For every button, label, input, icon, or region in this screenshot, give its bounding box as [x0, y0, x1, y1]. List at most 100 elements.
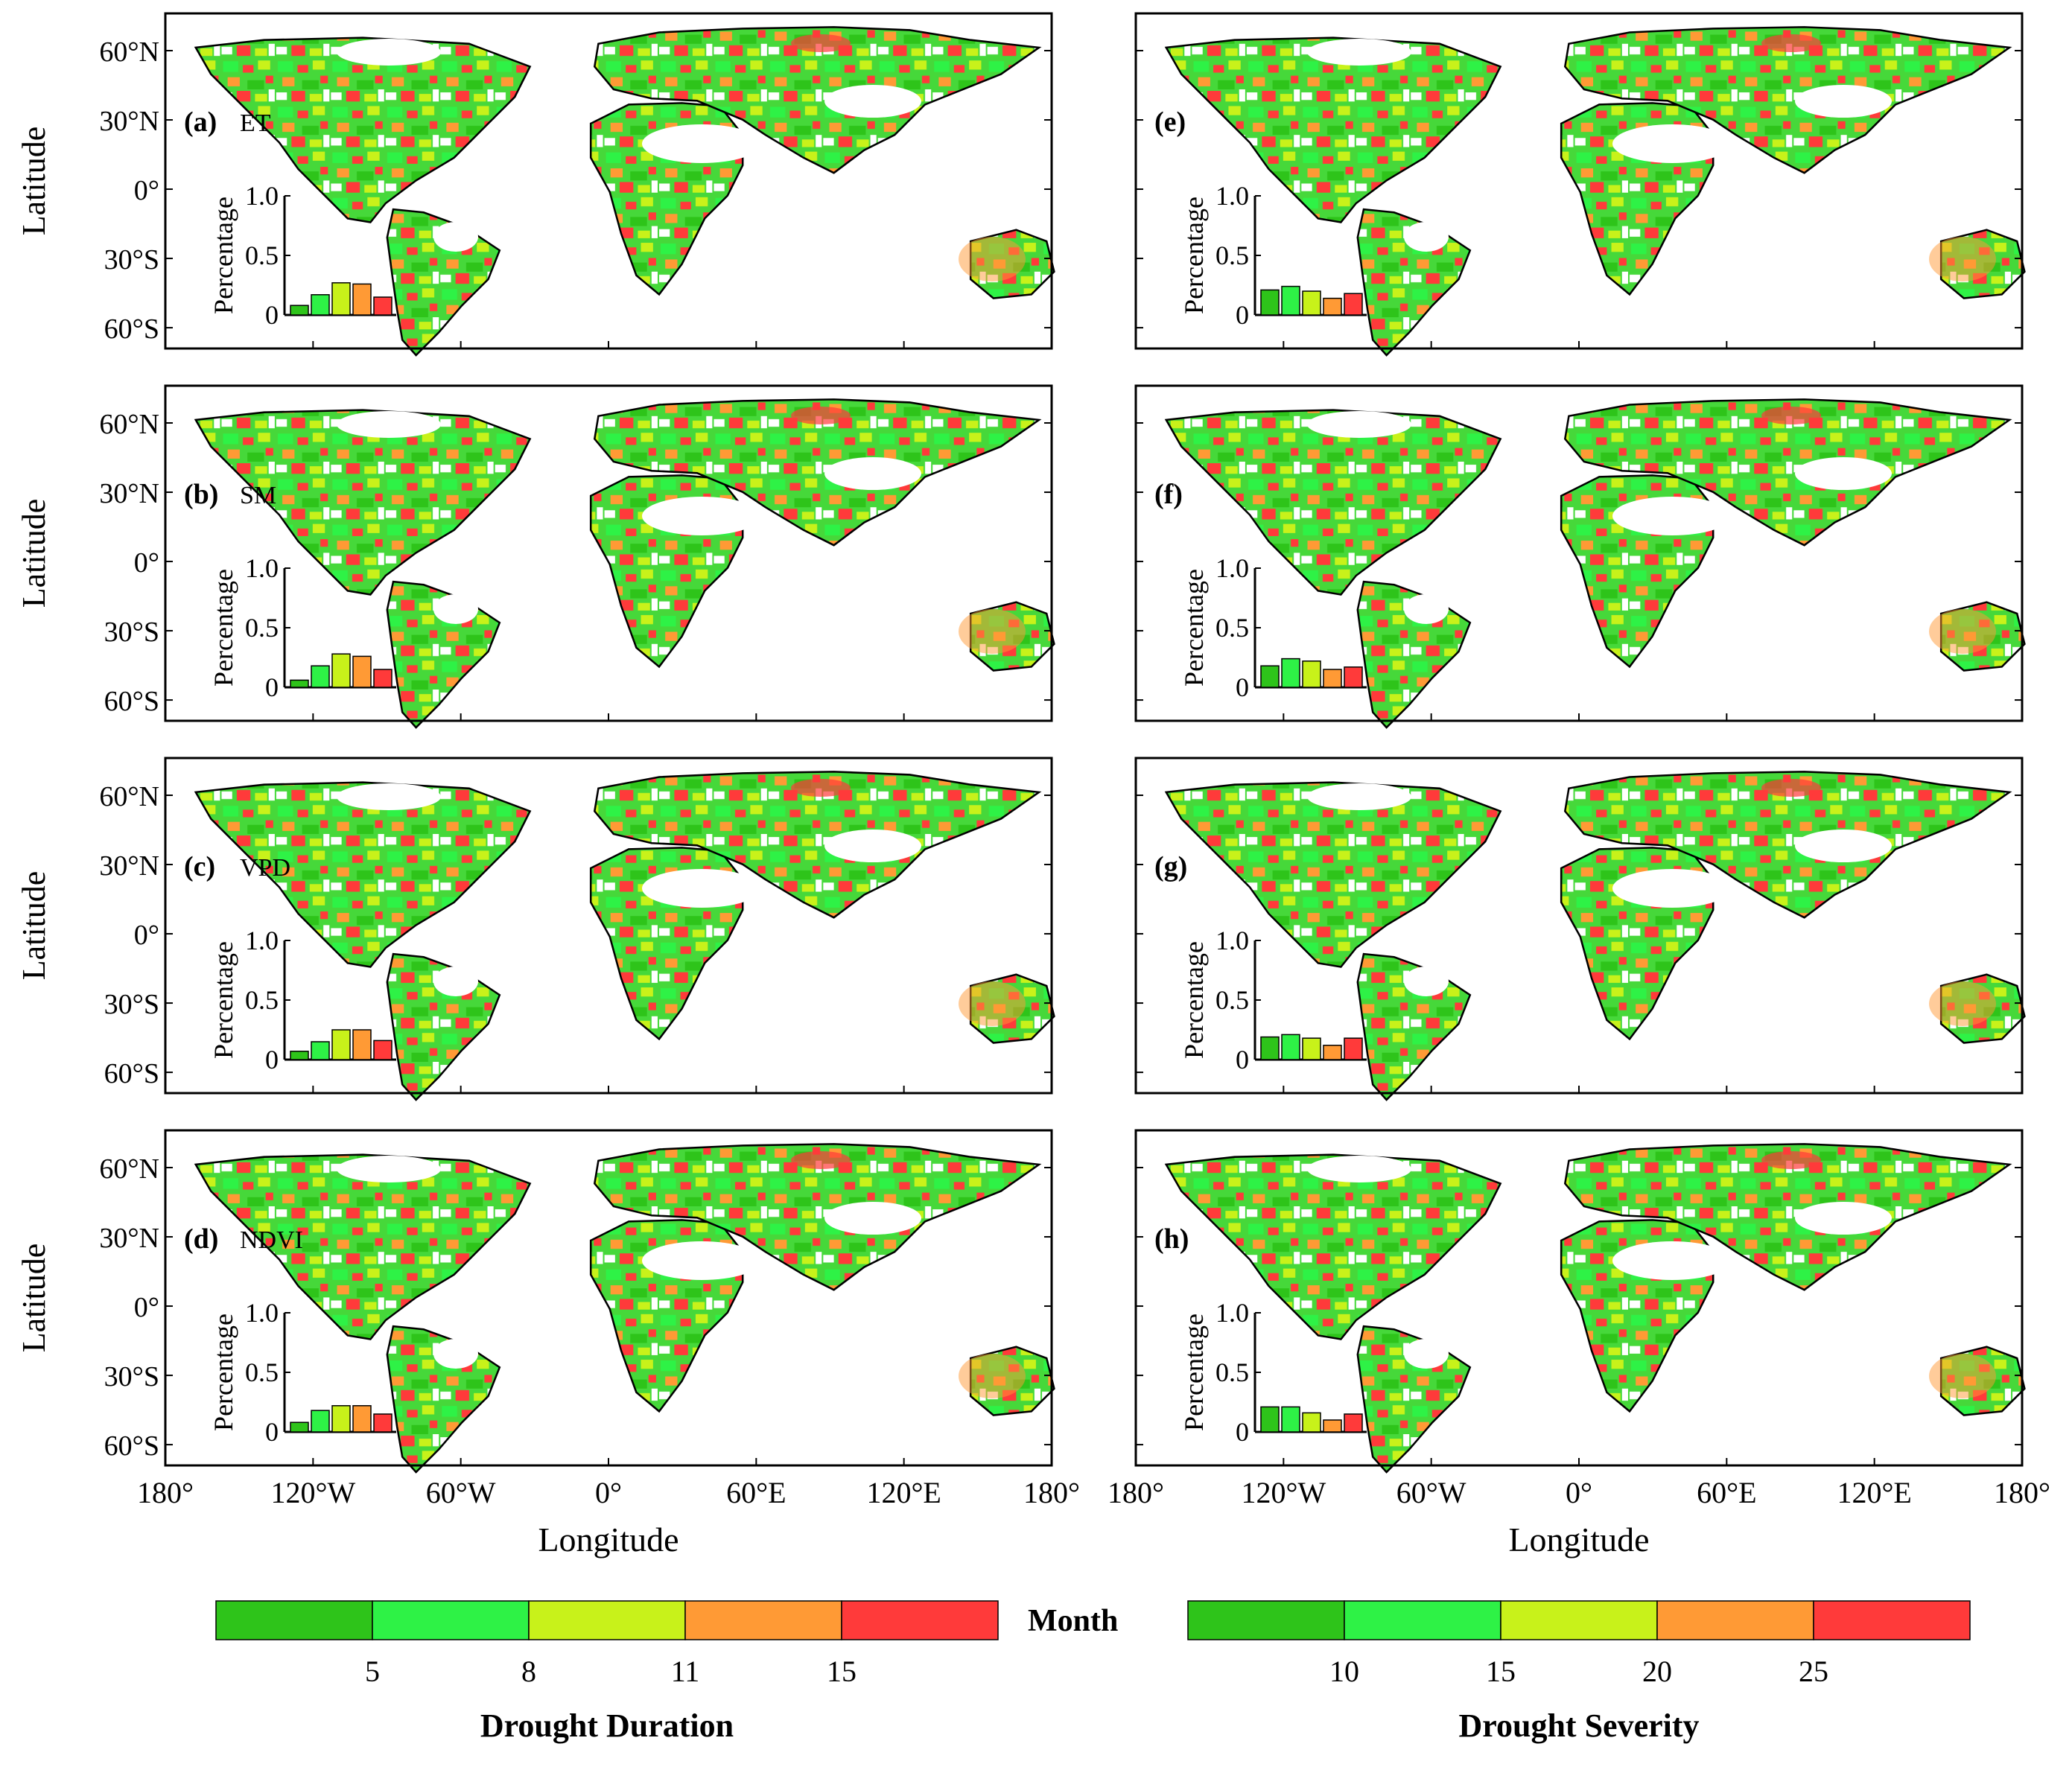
map-panel-a: (a) ET 1.0 0.5 0 Percentage 60°N 30°N 0° 30°S 60°S… [16, 12, 1055, 357]
amazon-blank [1404, 222, 1449, 252]
panel-variable: VPD [240, 854, 290, 882]
central-asia-blank [1795, 830, 1892, 862]
legend-tick: 15 [827, 1655, 857, 1688]
inset-tick-label: 1.0 [245, 1298, 279, 1328]
panel-variable: SM [240, 482, 276, 509]
world-map [194, 771, 1055, 1101]
inset-ylabel: Percentage [1179, 1314, 1209, 1431]
legend-swatch [1656, 1600, 1814, 1640]
siberia-hotspot [791, 34, 851, 52]
legend-swatch [841, 1600, 999, 1640]
histogram-inset: 1.0 0.5 0 Percentage [209, 926, 396, 1074]
histogram-bar [1281, 285, 1300, 316]
histogram-bar [1323, 669, 1342, 688]
central-asia-blank [1795, 85, 1892, 118]
map-panel-c: (c) VPD 1.0 0.5 0 Percentage 60°N 30°N 0° 30°S 60°… [16, 757, 1055, 1101]
lat-tick-label: 60°S [104, 686, 159, 717]
australia-hotspot [959, 1354, 1026, 1398]
world-map [194, 1143, 1055, 1474]
lat-tick-label: 30°N [99, 850, 159, 882]
histogram-bar [373, 669, 393, 688]
histogram-bar [352, 1405, 372, 1433]
lat-tick-label: 60°N [99, 1153, 159, 1185]
inset-tick-label: 1.0 [1215, 553, 1249, 583]
histogram-bar [1260, 289, 1280, 316]
histogram-bar [1260, 665, 1280, 688]
histogram-bar [1344, 293, 1363, 316]
legend-tick: 5 [365, 1655, 380, 1688]
sahara-blank [1612, 497, 1732, 535]
inset-tick-label: 0.5 [1215, 613, 1249, 643]
inset-tick-label: 1.0 [245, 553, 279, 583]
inset-tick-label: 0 [1236, 672, 1249, 702]
sahara-blank [642, 1241, 761, 1280]
lon-tick-label: 0° [595, 1476, 622, 1509]
lat-tick-label: 30°N [99, 478, 159, 509]
lon-tick-label: 120°E [1837, 1476, 1911, 1509]
histogram-bar [1281, 1406, 1300, 1433]
inset-tick-label: 0.5 [245, 613, 279, 643]
lon-tick-label: 60°E [1697, 1476, 1756, 1509]
arctic-blank [337, 411, 441, 438]
legend-swatch [1813, 1600, 1971, 1640]
sahara-blank [1612, 1241, 1732, 1280]
panel-label: (b) [184, 479, 218, 510]
central-asia-blank [824, 1202, 921, 1235]
histogram-bar [373, 1039, 393, 1060]
histogram-bar [1323, 1045, 1342, 1060]
inset-ylabel: Percentage [209, 1314, 238, 1431]
lat-tick-label: 60°S [104, 313, 159, 345]
inset-tick-label: 1.0 [245, 926, 279, 955]
inset-tick-label: 0.5 [245, 985, 279, 1015]
sahara-blank [1612, 869, 1732, 908]
histogram-inset: 1.0 0.5 0 Percentage [209, 1298, 396, 1447]
histogram-bar [1260, 1406, 1280, 1433]
histogram-inset: 1.0 0.5 0 Percentage [209, 553, 396, 702]
lat-tick-label: 60°N [99, 36, 159, 68]
amazon-blank [433, 222, 478, 252]
australia-hotspot [959, 609, 1026, 654]
siberia-hotspot [791, 1151, 851, 1169]
ylabel: Latitude [16, 127, 52, 236]
panel-label: (h) [1154, 1223, 1189, 1255]
legend-swatch [528, 1600, 686, 1640]
histogram-bar [352, 283, 372, 316]
legend-swatch [1500, 1600, 1658, 1640]
australia-hotspot [1929, 609, 1996, 654]
histogram-bar [311, 665, 330, 688]
australia-hotspot [1929, 981, 1996, 1026]
lon-tick-label: 60°W [426, 1476, 496, 1509]
histogram-bar [1323, 1419, 1342, 1433]
lon-tick-label: 60°E [726, 1476, 786, 1509]
lat-tick-label: 0° [134, 1292, 159, 1323]
legend-tick: 20 [1642, 1655, 1672, 1688]
world-map [194, 398, 1055, 729]
lat-tick-label: 60°S [104, 1058, 159, 1089]
lat-tick-label: 30°N [99, 1223, 159, 1254]
legend-tick: 10 [1329, 1655, 1359, 1688]
inset-tick-label: 0.5 [245, 1357, 279, 1387]
sahara-blank [1612, 124, 1732, 163]
lat-tick-label: 30°N [99, 106, 159, 137]
histogram-bar [290, 1051, 309, 1060]
arctic-blank [337, 39, 441, 66]
lat-tick-label: 60°N [99, 409, 159, 440]
australia-hotspot [1929, 237, 1996, 281]
lat-tick-label: 0° [134, 175, 159, 206]
map-panel-d: (d) NDVI 1.0 0.5 0 Percentage 60°N 30°N 0° 30°S 60… [16, 1129, 1055, 1474]
inset-tick-label: 0.5 [245, 241, 279, 270]
amazon-blank [433, 1339, 478, 1369]
arctic-blank [337, 783, 441, 810]
lon-tick-label: 120°W [1241, 1476, 1326, 1509]
arctic-blank [337, 1156, 441, 1182]
lon-tick-label: 180° [1107, 1476, 1164, 1509]
panel-label: (a) [184, 106, 217, 138]
histogram-bar [331, 653, 351, 688]
world-map [1165, 771, 2026, 1101]
panel-variable: NDVI [240, 1226, 303, 1254]
histogram-bar [331, 282, 351, 316]
severity-legend: 10 15 20 25 Drought Severity [1187, 1600, 1971, 1744]
siberia-hotspot [1761, 34, 1821, 52]
panel-label: (g) [1154, 851, 1187, 882]
